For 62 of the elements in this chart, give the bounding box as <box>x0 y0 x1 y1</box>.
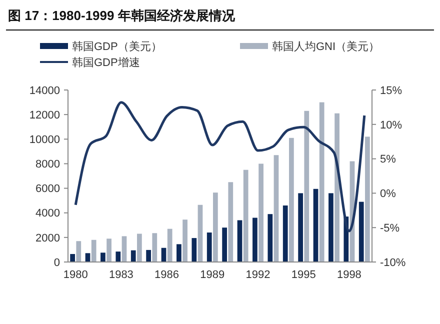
bar <box>130 250 136 262</box>
bar <box>319 102 324 262</box>
bar <box>182 220 188 262</box>
bar <box>243 170 248 262</box>
bar <box>146 250 151 262</box>
bar <box>304 110 310 262</box>
y-tick-label: 8000 <box>36 158 60 171</box>
bar <box>176 244 182 262</box>
bar <box>328 193 334 262</box>
bar <box>274 155 279 262</box>
bar <box>258 164 264 262</box>
y-tick-label: 6000 <box>36 183 60 196</box>
bar <box>282 205 288 262</box>
x-tick-label: 1998 <box>336 269 362 281</box>
bar <box>167 228 172 262</box>
bar <box>334 113 340 262</box>
x-tick-label: 1980 <box>63 269 88 281</box>
bar <box>252 218 258 262</box>
y2-tick-label: -10% <box>380 256 406 269</box>
bar <box>313 188 318 262</box>
x-tick-label: 1983 <box>108 269 134 281</box>
y-tick-label: 2000 <box>36 232 60 244</box>
x-tick-label: 1992 <box>246 269 270 281</box>
y2-tick-label: 0% <box>380 188 396 200</box>
bar <box>152 233 158 262</box>
x-tick-label: 1995 <box>291 269 316 281</box>
bar <box>192 238 197 262</box>
bar <box>198 204 203 262</box>
bar <box>358 202 364 262</box>
x-tick-label: 1989 <box>200 269 225 281</box>
bar <box>365 136 370 262</box>
y-tick-label: 4000 <box>36 208 60 220</box>
bar <box>122 236 127 262</box>
y-tick-label: 12000 <box>29 109 60 122</box>
bar <box>213 192 218 262</box>
bar <box>106 238 112 262</box>
bar <box>228 182 234 262</box>
bar <box>76 241 82 262</box>
bar <box>70 254 75 262</box>
bar <box>237 220 242 262</box>
bar <box>100 252 106 262</box>
bar <box>222 228 227 262</box>
legend-label: 韩国GDP（美元） <box>72 40 162 53</box>
bar <box>289 138 294 262</box>
bar <box>91 240 96 262</box>
y-tick-label: 14000 <box>29 84 60 97</box>
y2-tick-label: 5% <box>380 154 396 166</box>
y-tick-label: 10000 <box>29 134 60 146</box>
y2-tick-label: 15% <box>380 84 402 97</box>
bar <box>206 232 212 262</box>
chart-title: 图 17：1980-1999 年韩国经济发展情况 <box>8 8 236 23</box>
legend-label: 韩国GDP增速 <box>72 56 140 69</box>
bar <box>116 252 121 262</box>
bar <box>268 214 273 262</box>
y2-tick-label: -5% <box>380 222 400 234</box>
bar <box>137 234 142 262</box>
x-tick-label: 1986 <box>154 269 180 281</box>
y2-tick-label: 10% <box>380 119 402 132</box>
legend-label: 韩国人均GNI（美元） <box>272 40 380 53</box>
line-series <box>74 101 366 232</box>
y-tick-label: 0 <box>54 256 60 269</box>
bar <box>298 193 303 262</box>
